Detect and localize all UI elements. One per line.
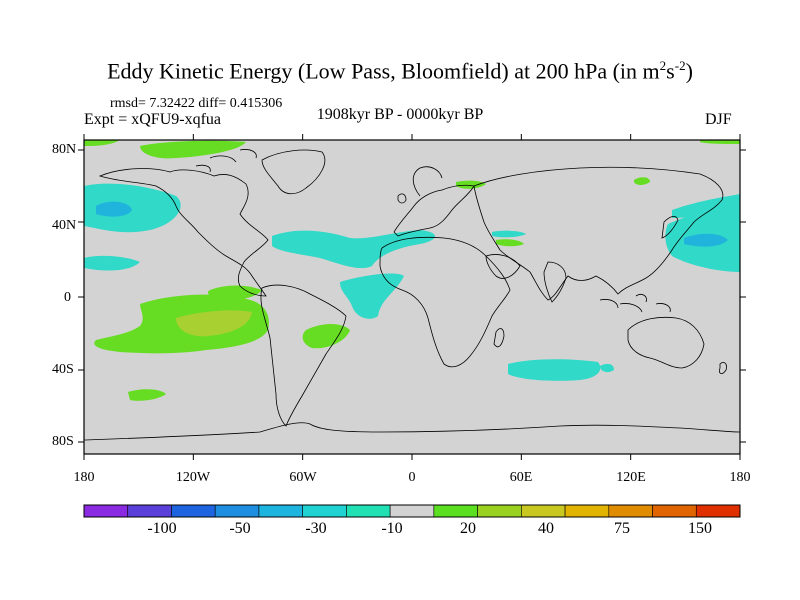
y-label-40s: 40S (52, 362, 74, 377)
southern-indian-negative-2 (600, 363, 614, 373)
east-pacific-negative (84, 255, 140, 271)
arabia-coast (485, 254, 521, 279)
x-label-120w: 120W (175, 470, 211, 485)
arctic-islands (195, 149, 257, 173)
x-label-60w: 60W (289, 470, 317, 485)
colorbar-box (521, 504, 566, 518)
colorbar-label-7: 75 (614, 520, 630, 537)
colorbar-label-2: -50 (229, 520, 251, 537)
y-label-80s: 80S (52, 434, 74, 449)
antarctica-coast (84, 422, 740, 441)
europe-positive (456, 180, 486, 189)
british-isles-coast (397, 193, 407, 204)
y-label-40n: 40N (52, 218, 77, 233)
y-label-equator: 0 (64, 290, 71, 305)
colorbar-box (695, 504, 741, 518)
colorbar-frame (83, 504, 741, 518)
x-label-120e: 120E (616, 470, 646, 485)
title-sup-2: -2 (674, 58, 686, 73)
title-sup-1: 2 (659, 58, 667, 73)
colorbar-box (302, 504, 347, 518)
colorbar-box (564, 504, 610, 518)
south-america-coast (260, 284, 347, 427)
colorbar-label-3: -30 (305, 520, 327, 537)
experiment-label: Expt = xQFU9-xqfua (84, 111, 222, 128)
colorbar-box (433, 504, 478, 518)
arctic-positive-3 (700, 140, 740, 144)
southern-indian-negative (508, 359, 601, 381)
axis-ticks (78, 134, 746, 460)
colorbar-box (171, 504, 216, 518)
colorbar-label-4: -10 (381, 520, 403, 537)
title-main: Eddy Kinetic Energy (Low Pass, Bloomfiel… (107, 58, 660, 84)
india-coast (543, 261, 567, 303)
plot-title: Eddy Kinetic Energy (Low Pass, Bloomfiel… (0, 58, 800, 84)
north-atlantic-negative (272, 230, 435, 269)
anomaly-fields (84, 140, 740, 401)
colorbar-box (608, 504, 653, 518)
colorbar-label-8: 150 (688, 520, 712, 537)
greenland-coast (261, 149, 326, 195)
season-label: DJF (705, 111, 732, 128)
australia-coast (627, 316, 705, 369)
south-pacific-core (176, 310, 252, 337)
colorbar-box (346, 504, 391, 518)
colorbar-box (127, 504, 172, 518)
arctic-positive (140, 140, 246, 159)
south-atlantic-positive (302, 324, 350, 349)
title-end: ) (685, 58, 693, 84)
x-label-180e: 180 (729, 470, 751, 485)
southern-pacific-positive (128, 389, 166, 401)
colorbar-box (214, 504, 260, 518)
x-label-0: 0 (408, 470, 416, 485)
colorbar-label-6: 40 (538, 520, 554, 537)
colorbar-box (389, 504, 435, 518)
madagascar-coast (493, 328, 505, 348)
japan-coast (661, 216, 679, 239)
x-label-60e: 60E (509, 470, 533, 485)
siberia-positive (634, 177, 650, 185)
africa-coast (379, 236, 511, 368)
mideast-negative (492, 230, 526, 238)
colorbar-box (477, 504, 522, 518)
stats-line: rmsd= 7.32422 diff= 0.415306 (110, 96, 283, 111)
colorbar-box (258, 504, 303, 518)
y-label-80n: 80N (52, 142, 77, 157)
new-zealand-coast (719, 362, 727, 374)
north-pacific-negative (84, 183, 181, 233)
colorbar-box (652, 504, 697, 518)
west-pacific-negative-core (684, 233, 728, 247)
arctic-positive-2 (84, 140, 120, 146)
indonesia-coast (599, 294, 671, 313)
atlantic-tropical-negative (340, 273, 404, 319)
coastlines (84, 149, 740, 441)
mideast-positive (496, 239, 524, 247)
colorbar-label-1: -100 (147, 520, 177, 537)
colorbar-label-5: 20 (460, 520, 476, 537)
south-pacific-positive-2 (208, 285, 262, 301)
title-mid: s (666, 58, 675, 84)
north-pacific-negative-core (96, 201, 132, 217)
colorbar-box (83, 504, 129, 518)
x-label-180w: 180 (73, 470, 95, 485)
colorbar (83, 504, 741, 518)
nw-pacific-negative (672, 194, 740, 218)
north-america-coast (98, 168, 269, 297)
period-label: 1908kyr BP - 0000kyr BP (316, 106, 484, 123)
